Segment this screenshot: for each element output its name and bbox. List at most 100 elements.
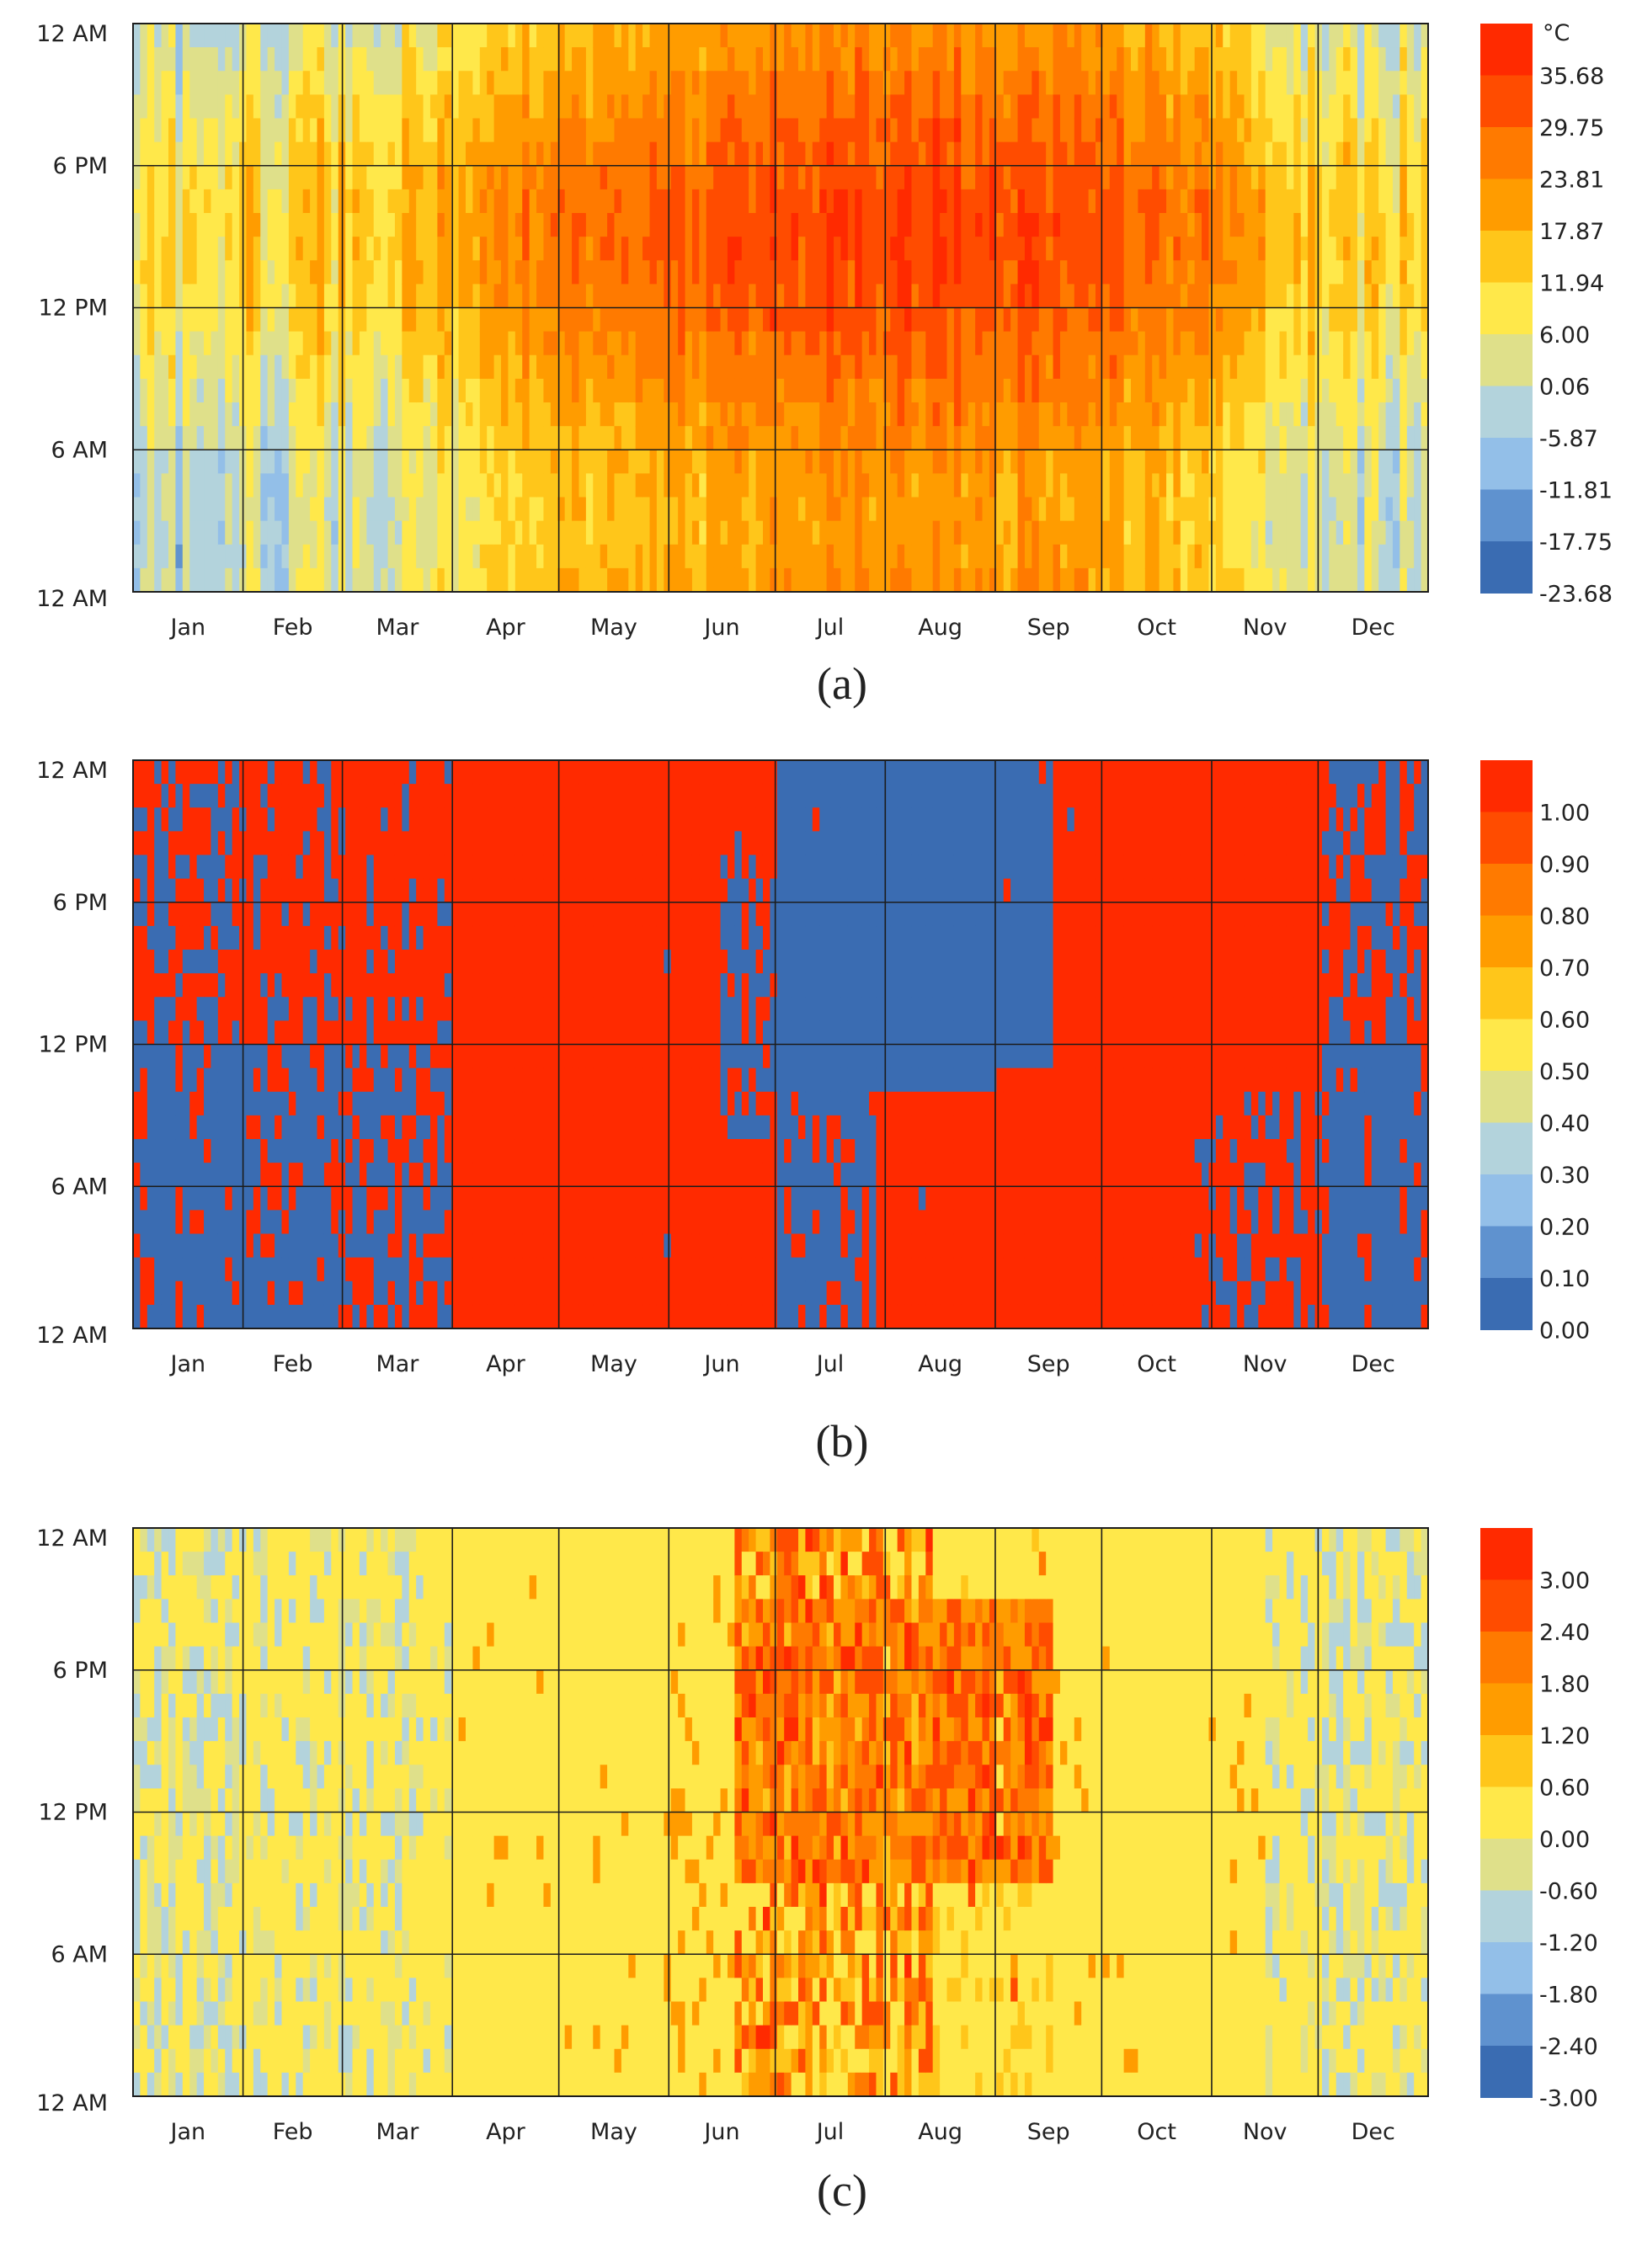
heatmap-cell [805,119,813,143]
heatmap-cell [140,1045,147,1069]
heatmap-cell [742,213,749,237]
heatmap-cell [728,189,735,214]
heatmap-cell [883,94,891,119]
heatmap-cell [218,997,226,1021]
heatmap-cell [472,189,480,214]
heatmap-cell [1329,355,1336,380]
heatmap-cell [360,71,367,95]
heatmap-cell [650,119,658,143]
heatmap-cell [189,1068,197,1093]
heatmap-cell [947,24,955,48]
heatmap-cell [600,94,608,119]
heatmap-cell [1173,402,1181,427]
heatmap-cell [246,308,253,333]
heatmap-cell [366,47,374,72]
heatmap-cell [459,119,466,143]
heatmap-cell [530,332,537,356]
heatmap-cell [218,1115,226,1140]
heatmap-cell [763,166,770,190]
heatmap-cell [246,284,253,308]
heatmap-cell [996,498,1004,522]
heatmap-cell [940,71,947,95]
heatmap-cell [1046,260,1053,285]
heatmap-cell [968,71,976,95]
heatmap-cell [168,119,176,143]
heatmap-cell [855,426,862,450]
heatmap-cell [1386,545,1394,569]
heatmap-cell [246,1210,253,1234]
heatmap-cell [1074,402,1082,427]
heatmap-cell [154,450,162,474]
heatmap-cell [1089,213,1096,237]
heatmap-cell [593,237,600,261]
heatmap-cell [1173,189,1181,214]
heatmap-cell [366,94,374,119]
heatmap-cell [1351,119,1358,143]
heatmap-cell [565,47,573,72]
heatmap-cell [1237,284,1245,308]
heatmap-cell [1208,473,1216,498]
heatmap-cell [1102,355,1110,380]
heatmap-cell [1386,47,1394,72]
heatmap-cell [218,379,226,403]
heatmap-cell [827,426,834,450]
heatmap-cell [424,166,431,190]
heatmap-cell [140,784,147,808]
heatmap-cell [140,473,147,498]
heatmap-cell [713,498,721,522]
heatmap-cell [607,568,615,593]
heatmap-cell [154,807,162,832]
heatmap-cell [572,237,579,261]
heatmap-cell [1131,260,1138,285]
heatmap-cell [1032,498,1039,522]
heatmap-cell [281,473,289,498]
heatmap-cell [253,997,261,1021]
heatmap-cell [1110,189,1117,214]
heatmap-cell [728,450,735,474]
heatmap-cell [1081,24,1089,48]
heatmap-cell [813,402,820,427]
heatmap-cell [1046,189,1053,214]
heatmap-cell [904,166,912,190]
heatmap-cell [260,213,268,237]
heatmap-cell [742,47,749,72]
heatmap-cell [1102,379,1110,403]
heatmap-cell [310,94,317,119]
heatmap-cell [777,142,785,167]
heatmap-cell [281,879,289,903]
heatmap-cell [289,997,296,1021]
heatmap-cell [1117,379,1124,403]
heatmap-cell [721,166,728,190]
heatmap-cell [685,71,693,95]
heatmap-cell [1025,24,1032,48]
heatmap-cell [1237,379,1245,403]
heatmap-cell [211,1115,218,1140]
heatmap-cell [763,473,770,498]
x-tick-label: Nov [1243,615,1287,641]
heatmap-cell [1018,426,1026,450]
heatmap-cell [381,498,388,522]
heatmap-cell [1160,426,1167,450]
heatmap-cell [472,426,480,450]
heatmap-cell [246,1115,253,1140]
heatmap-cell [813,71,820,95]
heatmap-cell [381,71,388,95]
heatmap-cell [1053,473,1061,498]
heatmap-cell [1351,237,1358,261]
heatmap-cell [1393,521,1400,546]
heatmap-cell [593,545,600,569]
heatmap-cell [1010,545,1018,569]
heatmap-cell [154,950,162,974]
heatmap-cell [1102,402,1110,427]
heatmap-cell [303,545,311,569]
heatmap-cell [522,24,530,48]
heatmap-cell [189,379,197,403]
heatmap-cell [756,521,764,546]
heatmap-cell [162,1068,169,1093]
heatmap-cell [792,498,799,522]
heatmap-cell [232,1186,240,1211]
heatmap-cell [813,166,820,190]
heatmap-cell [706,94,714,119]
heatmap-cell [813,545,820,569]
heatmap-cell [183,284,190,308]
